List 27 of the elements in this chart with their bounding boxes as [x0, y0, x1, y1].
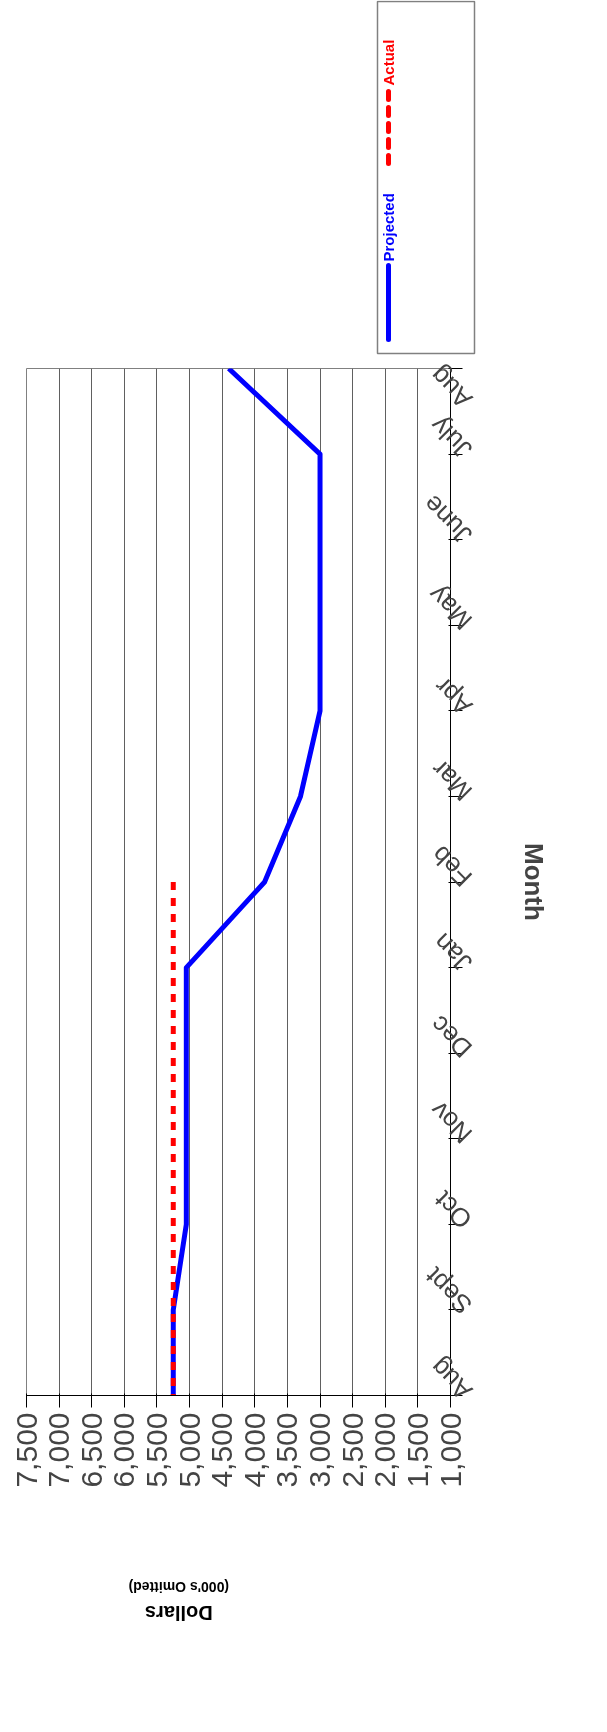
y-tick-label: Apr: [428, 671, 479, 722]
x-tick-label: 2,000: [368, 1412, 402, 1488]
text: Actual: [380, 39, 397, 86]
x-tick-label: 3,500: [270, 1412, 304, 1488]
y-axis-title: Month: [519, 843, 550, 921]
x-tick-label: 5,000: [172, 1412, 206, 1488]
x-tick-label: 5,500: [139, 1412, 173, 1488]
y-tick-label: May: [422, 579, 479, 636]
x-tick-label: 4,500: [205, 1412, 239, 1488]
x-tick-label: 1,500: [400, 1412, 434, 1488]
x-tick-label: 6,500: [74, 1412, 108, 1488]
x-tick-label: 1,000: [433, 1412, 467, 1488]
y-tick-label: Nov: [424, 1095, 479, 1150]
y-tick-label: Mar: [424, 753, 479, 808]
x-tick-label: 3,000: [303, 1412, 337, 1488]
x-tick-label: 6,000: [107, 1412, 141, 1488]
y-tick-label: Aug: [424, 1352, 479, 1407]
x-tick-label: 7,000: [42, 1412, 76, 1488]
x-axis-title: Dollars (000's Omitted): [128, 1578, 230, 1624]
y-tick-label: Dec: [424, 1009, 479, 1064]
x-tick-label: 2,500: [335, 1412, 369, 1488]
y-tick-label: Jan: [427, 927, 479, 979]
y-tick-label: Oct: [427, 1184, 479, 1235]
text: Projected: [380, 193, 397, 262]
y-tick-label: Feb: [425, 839, 479, 893]
x-tick-label: 7,500: [9, 1412, 43, 1488]
x-tick-label: 4,000: [237, 1412, 271, 1488]
